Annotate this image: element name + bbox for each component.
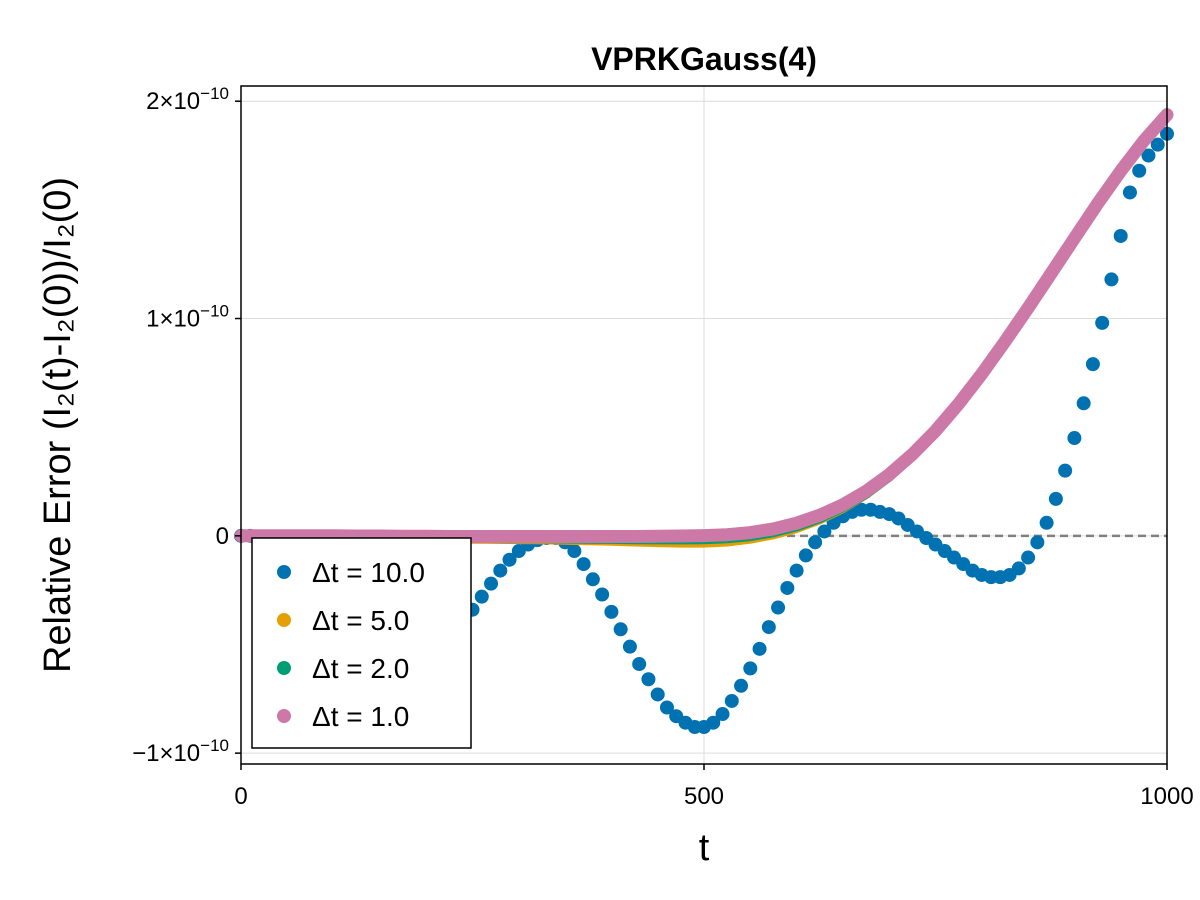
series-line	[234, 108, 1174, 543]
legend-marker	[277, 565, 291, 579]
data-point	[780, 580, 795, 595]
data-point	[1132, 163, 1147, 178]
data-point	[789, 563, 804, 578]
data-point	[595, 587, 610, 602]
legend-label: Δt = 2.0	[312, 653, 409, 684]
data-point	[1011, 561, 1026, 576]
data-point	[1141, 148, 1156, 163]
y-tick-exponent: −10	[200, 302, 229, 321]
data-point	[798, 548, 813, 563]
y-tick-mantissa: 1×10	[146, 306, 200, 333]
data-point	[474, 589, 489, 604]
y-tick-label: 1×10−10	[146, 302, 229, 333]
data-point	[1048, 491, 1063, 506]
y-tick-mantissa: −1×10	[132, 740, 200, 767]
x-axis-label: t	[699, 827, 710, 869]
data-point	[1104, 272, 1119, 287]
data-point	[585, 572, 600, 587]
data-point	[734, 678, 749, 693]
data-point	[743, 661, 758, 676]
data-point	[1122, 185, 1137, 200]
data-point	[1085, 357, 1100, 372]
data-point	[706, 715, 721, 730]
y-tick-exponent: −10	[200, 84, 229, 103]
data-point	[641, 672, 656, 687]
y-axis-label: Relative Error (I₂(t)-I₂(0))/I₂(0)	[37, 177, 79, 673]
y-tick-label: 2×10−10	[146, 84, 229, 115]
data-point	[502, 552, 517, 567]
data-point	[1095, 315, 1110, 330]
data-point	[817, 524, 832, 539]
legend: Δt = 10.0 Δt = 5.0 Δt = 2.0 Δt = 1.0	[251, 537, 472, 749]
data-point	[659, 700, 674, 715]
data-point	[1039, 515, 1054, 530]
data-point	[1058, 463, 1073, 478]
data-point	[613, 622, 628, 637]
data-point	[484, 576, 499, 591]
data-point	[1076, 396, 1091, 411]
x-tick-label: 1000	[1140, 783, 1193, 810]
legend-marker	[277, 661, 291, 675]
data-point	[576, 557, 591, 572]
legend-label: Δt = 10.0	[312, 557, 425, 588]
data-point	[724, 693, 739, 708]
data-point	[1113, 228, 1128, 243]
data-point	[650, 687, 665, 702]
legend-marker	[277, 709, 291, 723]
x-axis-ticks: 0 500 1000	[234, 764, 1194, 810]
y-tick-label: 0	[216, 523, 229, 550]
legend-marker	[277, 613, 291, 627]
y-tick-label: −1×10−10	[132, 736, 229, 767]
data-point	[632, 657, 647, 672]
data-point	[715, 707, 730, 722]
series-3	[234, 108, 1174, 543]
data-point	[567, 544, 582, 559]
y-tick-mantissa: 0	[216, 523, 229, 550]
data-point	[1067, 431, 1082, 446]
x-tick-label: 0	[234, 783, 247, 810]
data-point	[771, 600, 786, 615]
data-point	[1150, 137, 1165, 152]
data-point	[1021, 550, 1036, 565]
data-point	[1030, 535, 1045, 550]
data-point	[622, 639, 637, 654]
data-point	[761, 620, 776, 635]
legend-label: Δt = 5.0	[312, 605, 409, 636]
y-tick-exponent: −10	[200, 736, 229, 755]
x-tick-label: 500	[684, 783, 724, 810]
data-point	[808, 535, 823, 550]
data-point	[752, 641, 767, 656]
y-tick-mantissa: 2×10	[146, 88, 200, 115]
data-point	[493, 563, 508, 578]
legend-label: Δt = 1.0	[312, 701, 409, 732]
chart-title: VPRKGauss(4)	[591, 41, 817, 77]
data-point	[604, 604, 619, 619]
